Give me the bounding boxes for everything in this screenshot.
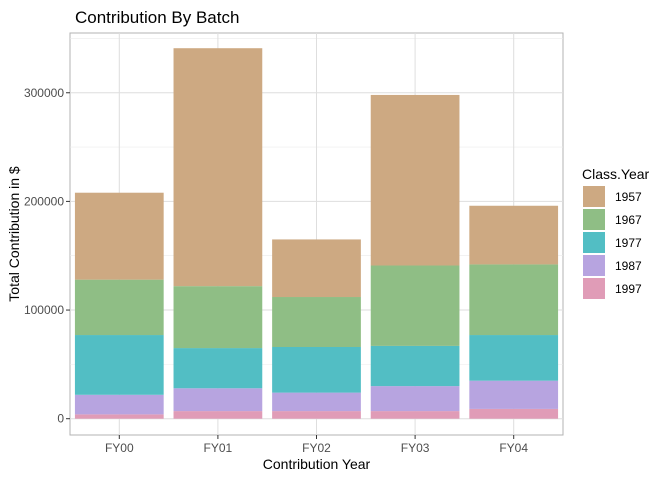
bar-segment-fy04-1967 [469,264,559,336]
legend-label-1987: 1987 [615,259,642,273]
legend-label-1967: 1967 [615,213,642,227]
chart-title: Contribution By Batch [75,8,239,27]
bar-segment-fy02-1977 [272,346,361,393]
legend-swatch-1987 [583,255,605,276]
legend-swatch-1967 [583,209,605,230]
y-tick-label: 100000 [24,303,64,317]
legend-label-1957: 1957 [615,190,642,204]
bar-segment-fy01-1967 [173,286,263,349]
bar-segment-fy02-1957 [272,239,361,298]
x-tick-label: FY04 [499,441,528,455]
bar-segment-fy04-1987 [469,380,559,409]
bar-segment-fy01-1997 [173,411,263,419]
bar-segment-fy03-1967 [370,265,460,346]
bar-segment-fy02-1987 [272,392,361,412]
y-axis-title: Total Contribution in $ [6,166,22,302]
bar-segment-fy00-1977 [74,335,164,395]
bar-segment-fy01-1977 [173,348,263,389]
x-tick-label: FY02 [302,441,331,455]
bar-segment-fy03-1977 [370,345,460,387]
legend-label-1977: 1977 [615,236,642,250]
legend-title: Class.Year [582,166,650,182]
legend-swatch-1997 [583,278,605,299]
x-axis-title: Contribution Year [263,456,371,472]
y-axis-ticks: 0 100000 200000 300000 [24,86,70,426]
y-tick-label: 200000 [24,194,64,208]
legend-label-1997: 1997 [615,282,642,296]
bar-segment-fy04-1997 [469,408,559,419]
bars [74,48,559,419]
x-tick-label: FY00 [105,441,134,455]
bar-segment-fy00-1967 [74,279,164,336]
bar-segment-fy00-1957 [74,192,164,280]
x-axis-ticks: FY00 FY01 FY02 FY03 FY04 [105,435,528,455]
legend-swatch-1957 [583,186,605,207]
bar-segment-fy02-1997 [272,411,361,419]
y-tick-label: 0 [57,412,64,426]
bar-segment-fy02-1967 [272,297,361,347]
bar-segment-fy00-1997 [74,414,164,419]
x-tick-label: FY01 [204,441,233,455]
bar-segment-fy01-1957 [173,48,263,287]
bar-segment-fy04-1977 [469,335,559,381]
legend: Class.Year 1957 1967 1977 1987 1997 [582,166,650,299]
x-tick-label: FY03 [401,441,430,455]
bar-segment-fy04-1957 [469,205,559,265]
bar-segment-fy03-1997 [370,411,460,419]
bar-segment-fy03-1987 [370,386,460,412]
bar-segment-fy03-1957 [370,94,460,266]
bar-segment-fy00-1987 [74,394,164,415]
legend-swatch-1977 [583,232,605,253]
bar-segment-fy01-1987 [173,388,263,412]
y-tick-label: 300000 [24,86,64,100]
